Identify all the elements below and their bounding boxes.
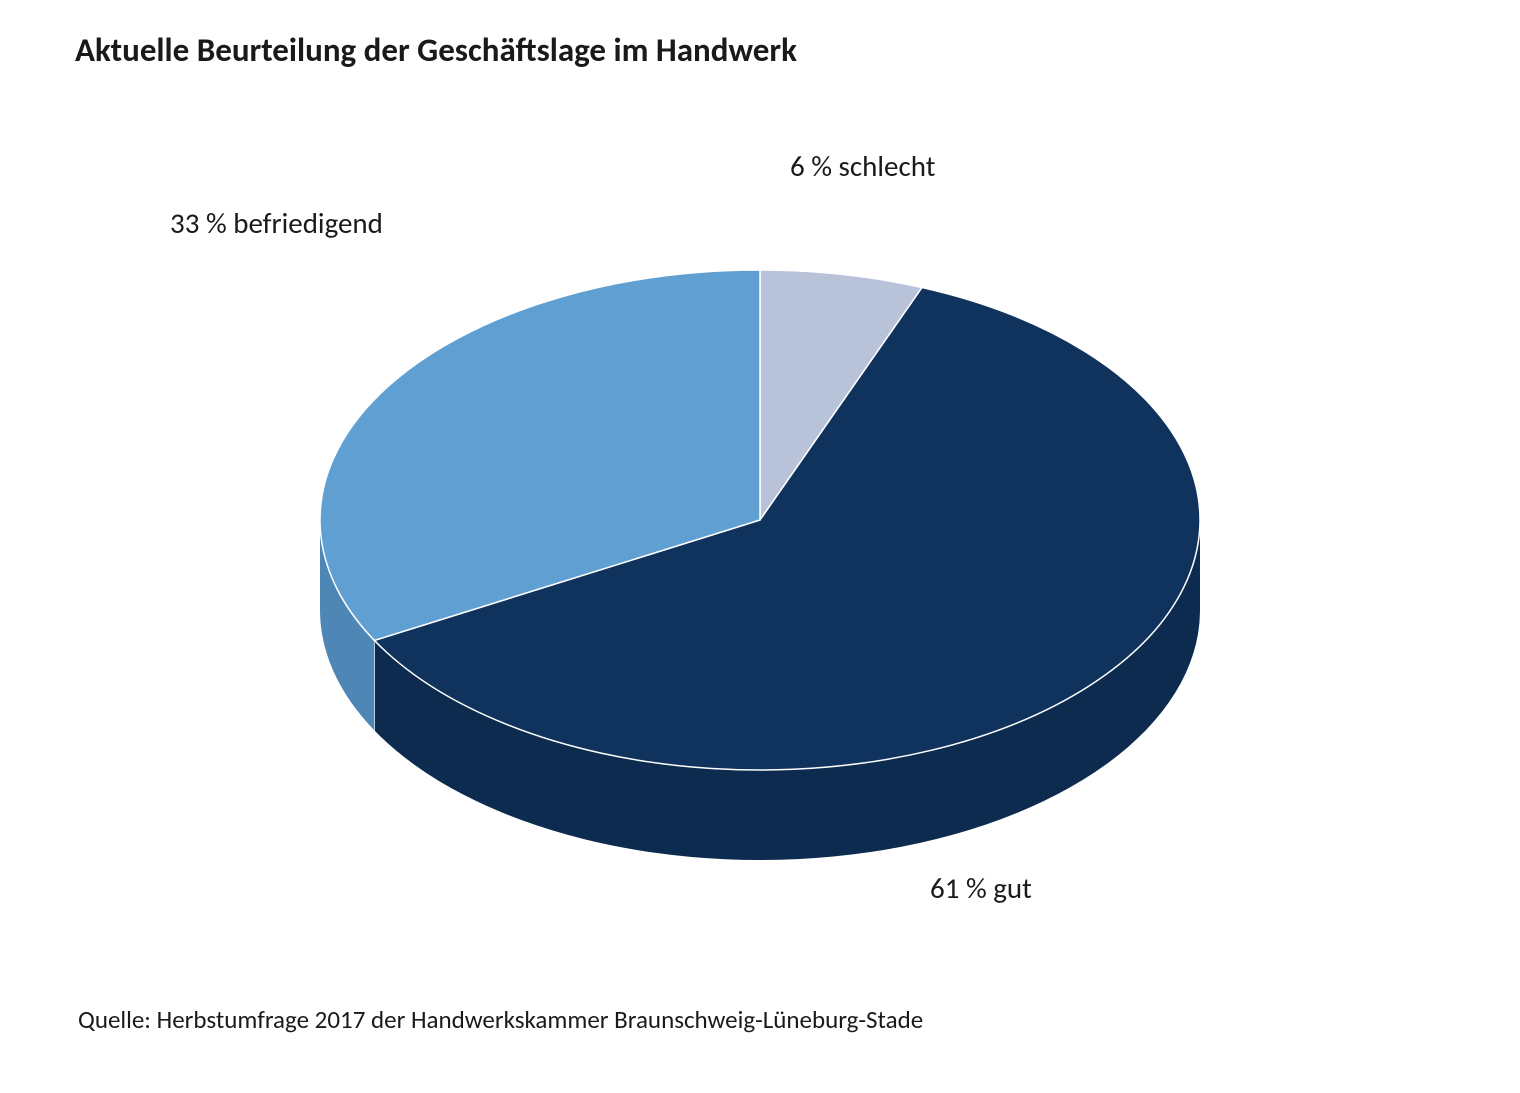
slice-label-befriedigend: 33 % befriedigend: [170, 205, 383, 241]
slice-label-gut: 61 % gut: [930, 870, 1032, 906]
chart-source: Quelle: Herbstumfrage 2017 der Handwerks…: [78, 1004, 923, 1035]
pie-chart-svg: [80, 140, 1440, 960]
pie-chart-container: 6 % schlecht 61 % gut 33 % befriedigend: [80, 140, 1280, 920]
chart-title: Aktuelle Beurteilung der Geschäftslage i…: [75, 30, 797, 70]
slice-label-schlecht: 6 % schlecht: [790, 148, 935, 184]
